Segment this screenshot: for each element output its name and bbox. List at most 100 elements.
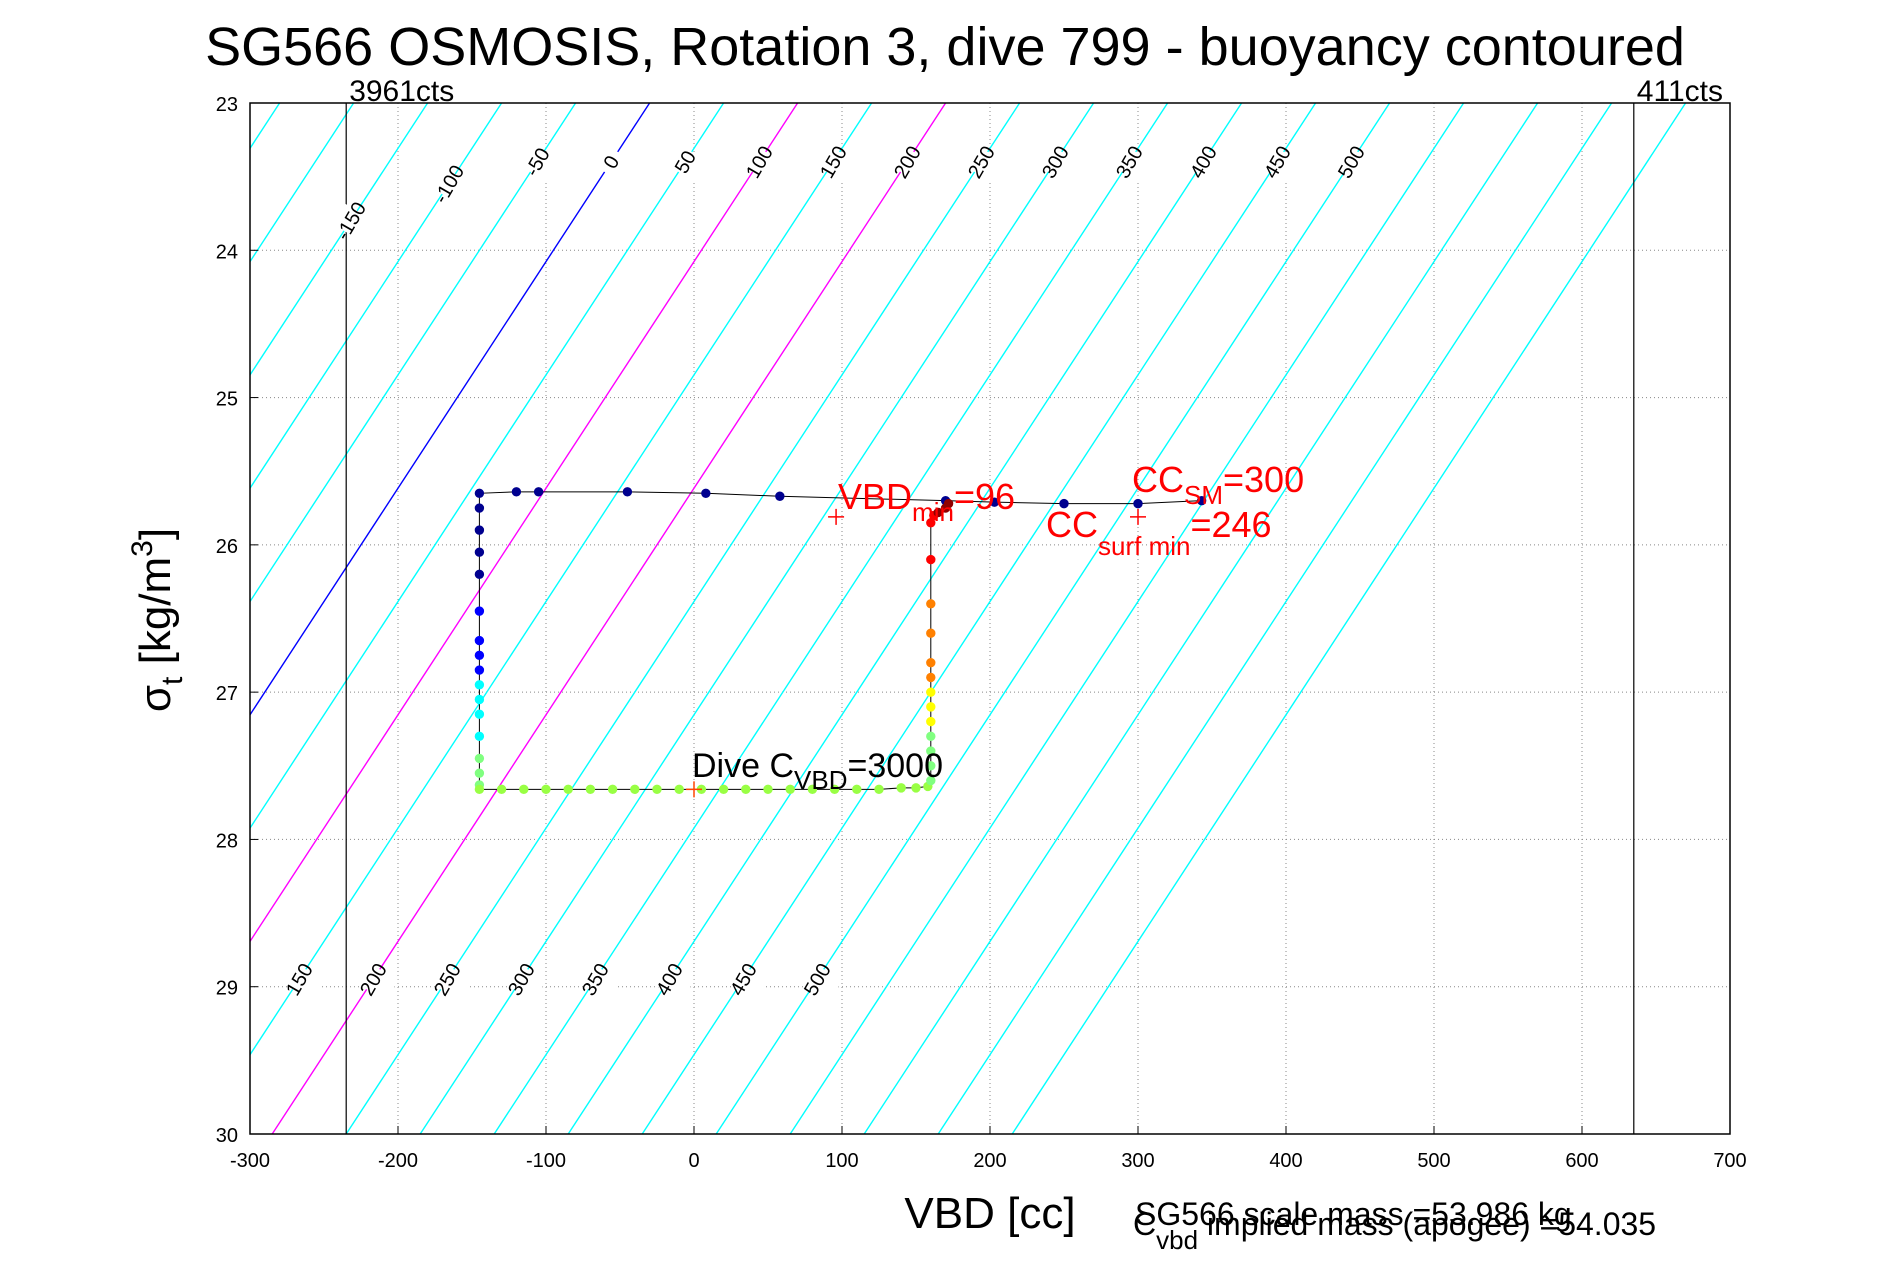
- data-point-bottom: [911, 783, 921, 793]
- data-point-descent: [474, 635, 485, 646]
- markers: [686, 508, 1146, 798]
- x-tick-label: -300: [230, 1150, 270, 1172]
- data-point-bottom: [585, 784, 596, 795]
- contour-label-bg: [718, 957, 769, 1001]
- contour-line: [1011, 103, 1687, 1134]
- annotation-cc-sm-sub: SM: [1184, 480, 1223, 510]
- data-point-descent: [474, 525, 485, 535]
- annotation-vbd-min: VBDmin=96: [838, 476, 1015, 527]
- x-tick-label: 0: [688, 1150, 699, 1172]
- data-point-bottom: [474, 784, 485, 795]
- y-tick-label: 29: [216, 978, 238, 1000]
- contour-line: [345, 103, 1021, 1134]
- data-point-ascent: [926, 702, 936, 712]
- data-point-surface-left: [1133, 498, 1143, 509]
- annotation-implied-mass: Cvbd implied mass (apogee) =54.035: [1133, 1206, 1656, 1255]
- x-tick-label: 600: [1565, 1150, 1598, 1172]
- contour-line: [567, 103, 1243, 1134]
- annotation-cc-sm-main: CC: [1132, 459, 1184, 500]
- marker-cc-sm: [1130, 508, 1146, 525]
- x-tick-label: 300: [1121, 1150, 1154, 1172]
- contour-line: [250, 103, 429, 377]
- x-tick-label: -200: [378, 1150, 418, 1172]
- contour-line: [271, 103, 947, 1134]
- data-point-surface-left: [989, 497, 1000, 507]
- annotation-vbd-min-value: =96: [954, 476, 1015, 517]
- data-point-bottom: [519, 784, 529, 795]
- data-point-surface-left: [775, 491, 785, 501]
- annotation-vbd-min-sub: min: [912, 497, 954, 527]
- data-point-bottom: [607, 784, 618, 795]
- contour-line: [715, 103, 1391, 1134]
- data-point-descent: [474, 768, 485, 778]
- chart-title: SG566 OSMOSIS, Rotation 3, dive 799 - bu…: [205, 17, 1685, 77]
- annotation-dive-c-vbd: Dive CVBD=3000: [692, 747, 943, 795]
- contour-label-bg: [512, 140, 563, 184]
- contour-label-bg: [348, 957, 399, 1001]
- data-point-descent: [474, 680, 485, 690]
- data-point-ascent: [926, 672, 936, 683]
- annotation-cc-surf-min: CCsurf min=246: [1046, 504, 1272, 561]
- contour-label-bg: [586, 140, 637, 184]
- data-point-surface-left: [701, 488, 711, 499]
- data-point-bottom: [652, 784, 662, 795]
- data-point-descent: [474, 665, 485, 675]
- contour-line: [863, 103, 1539, 1134]
- data-point-ascent: [926, 731, 936, 742]
- y-tick-label: 27: [216, 683, 238, 705]
- buoyancy-contours: [250, 103, 1687, 1134]
- data-point-ascent: [926, 628, 936, 638]
- data-point-descent: [474, 569, 485, 580]
- data-point-bottom: [496, 784, 507, 795]
- data-point-descent: [474, 709, 485, 719]
- data-point-bottom: [785, 784, 795, 795]
- data-point-ascent: [943, 498, 954, 509]
- x-tick-label: -100: [526, 1150, 566, 1172]
- contour-line: [250, 103, 873, 1056]
- y-tick-label: 28: [216, 830, 238, 852]
- data-point-descent: [474, 753, 485, 764]
- y-axis-label-units: [kg/m: [131, 557, 180, 677]
- data-point-surface-left: [511, 487, 522, 497]
- y-tick-label: 25: [216, 389, 238, 411]
- x-tick-label: 400: [1269, 1150, 1302, 1172]
- contour-label-bg: [423, 162, 474, 206]
- annotation-implied-mass-main: C: [1133, 1206, 1156, 1242]
- annotation-cc-surf-min-sub: surf min: [1098, 531, 1190, 561]
- data-point-ascent: [926, 716, 936, 727]
- data-point-ascent: [926, 657, 936, 668]
- data-point-surface-left: [533, 487, 544, 497]
- contour-label-bg: [422, 957, 473, 1001]
- contour-label-bg: [1030, 140, 1081, 184]
- contour-label-bg: [274, 957, 325, 1001]
- data-point-descent: [474, 650, 485, 661]
- contour-labels: -150-100 -50 0 50 100 150 200 250 300 350 400 450 50…: [274, 140, 1377, 1001]
- annotation-dive-c-vbd-sub: VBD: [794, 765, 847, 795]
- data-point-descent: [474, 606, 485, 616]
- contour-label-bg: [644, 957, 695, 1001]
- contour-label-bg: [792, 957, 843, 1001]
- y-axis-label-sub: t: [156, 676, 189, 685]
- contour-label-bg: [1178, 140, 1229, 184]
- x-tick-label: 700: [1713, 1150, 1746, 1172]
- data-point-ascent: [926, 775, 936, 786]
- data-point-surface-left: [622, 487, 633, 497]
- axis-ticks: -300 -200 -100 0 100 200 300 400 500 600 700 23 24 25…: [216, 94, 1747, 1172]
- data-point-ascent: [933, 507, 943, 518]
- contour-label-bg: [570, 957, 621, 1001]
- data-point-bottom: [807, 784, 818, 795]
- data-point-ascent: [926, 746, 936, 756]
- annotation-vbd-min-main: VBD: [838, 476, 912, 517]
- y-tick-label: 23: [216, 94, 238, 116]
- annotation-scale-mass: SG566 scale mass =53.986 kg: [1135, 1196, 1572, 1232]
- data-point-bottom: [852, 784, 862, 795]
- data-point-ascent: [926, 554, 936, 565]
- data-point-bottom: [674, 784, 684, 795]
- y-axis-label: σt [kg/m3]: [126, 528, 189, 712]
- contour-label-bg: [325, 199, 376, 243]
- annotation-dive-c-vbd-main: Dive C: [692, 747, 794, 785]
- contour-label-bg: [956, 140, 1007, 184]
- contour-line: [250, 103, 799, 943]
